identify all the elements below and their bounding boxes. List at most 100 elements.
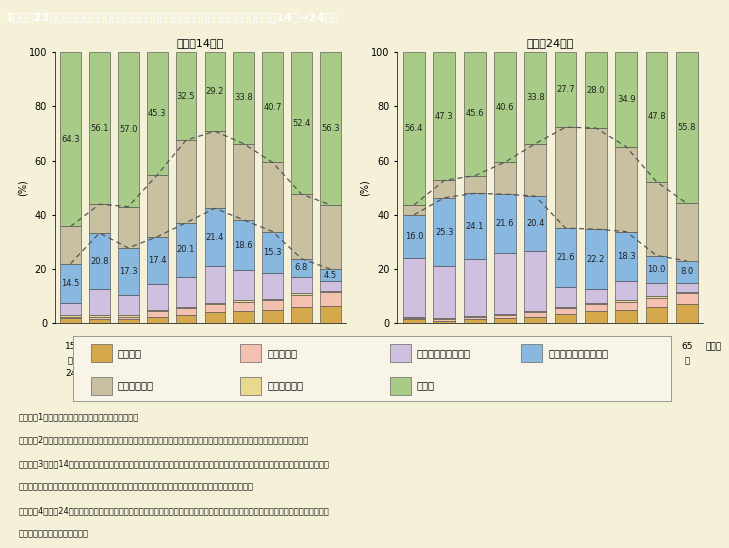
Bar <box>233 220 254 270</box>
Title: 〈平成24年〉: 〈平成24年〉 <box>527 38 574 49</box>
Bar <box>524 52 546 144</box>
Text: 40.7: 40.7 <box>263 103 282 112</box>
Bar <box>91 344 112 362</box>
Text: 〜: 〜 <box>654 356 659 365</box>
Bar <box>464 176 486 193</box>
Bar <box>676 261 698 283</box>
Text: 無業者: 無業者 <box>417 381 434 391</box>
Bar <box>433 319 455 321</box>
Text: 14.5: 14.5 <box>61 279 79 288</box>
Bar <box>205 132 225 208</box>
Text: 35: 35 <box>152 342 163 351</box>
Text: 22.2: 22.2 <box>587 255 605 264</box>
Text: 40.6: 40.6 <box>496 102 514 112</box>
Bar <box>233 300 254 301</box>
Bar <box>89 52 110 204</box>
Bar <box>320 269 340 281</box>
Text: 21.4: 21.4 <box>206 233 224 242</box>
Text: 59: 59 <box>620 369 632 379</box>
Text: 「正規の職員・従業員」、「パート」、「アルバイト」を減じることによって算出している。: 「正規の職員・従業員」、「パート」、「アルバイト」を減じることによって算出してい… <box>18 483 253 492</box>
Bar <box>403 319 425 323</box>
Bar <box>291 307 312 323</box>
Text: 〜: 〜 <box>563 356 568 365</box>
Bar <box>205 312 225 323</box>
Text: 15: 15 <box>408 342 420 351</box>
Text: 65: 65 <box>324 342 336 351</box>
Text: 33.8: 33.8 <box>526 93 545 102</box>
Bar <box>524 252 546 311</box>
Bar <box>390 344 410 362</box>
Bar <box>494 253 516 314</box>
Text: 20.1: 20.1 <box>177 246 195 254</box>
Bar <box>118 52 139 207</box>
Bar <box>291 294 312 295</box>
Text: 47.3: 47.3 <box>435 112 453 121</box>
Text: 17.3: 17.3 <box>119 267 138 276</box>
Text: 〜: 〜 <box>533 356 538 365</box>
Text: 17.4: 17.4 <box>148 256 166 265</box>
Text: 56.3: 56.3 <box>321 124 340 133</box>
Bar <box>61 315 81 317</box>
Text: 60: 60 <box>296 342 308 351</box>
Text: 49: 49 <box>560 369 572 379</box>
Bar <box>524 196 546 252</box>
Bar <box>205 304 225 312</box>
Bar <box>176 315 196 323</box>
Bar <box>291 194 312 259</box>
Bar <box>147 175 168 237</box>
Text: 非正規の職員・従業員: 非正規の職員・従業員 <box>548 349 608 358</box>
Text: 6.8: 6.8 <box>295 264 308 272</box>
Text: 〜: 〜 <box>184 356 189 365</box>
Text: 21.6: 21.6 <box>496 219 514 228</box>
Text: 49: 49 <box>209 369 221 379</box>
Bar <box>585 289 607 303</box>
Text: 10.0: 10.0 <box>647 265 666 273</box>
Bar <box>615 281 637 300</box>
Bar <box>147 52 168 175</box>
Bar <box>433 52 455 180</box>
Bar <box>676 52 698 203</box>
Bar <box>233 52 254 144</box>
Text: 45: 45 <box>209 342 221 351</box>
Text: 〜: 〜 <box>212 356 217 365</box>
Bar <box>262 52 283 162</box>
Text: 〜: 〜 <box>241 356 246 365</box>
Text: 〜: 〜 <box>126 356 130 365</box>
Text: （備考）1．総務省「就業構造基本調査」より作成。: （備考）1．総務省「就業構造基本調査」より作成。 <box>18 412 139 421</box>
Bar <box>89 317 110 319</box>
Text: 15.3: 15.3 <box>263 248 282 257</box>
Text: 65: 65 <box>681 342 693 351</box>
Text: 59: 59 <box>267 369 278 379</box>
Bar <box>403 317 425 318</box>
Bar <box>646 52 668 182</box>
Bar <box>676 304 698 323</box>
Bar <box>262 273 283 299</box>
Text: 18.6: 18.6 <box>235 241 253 250</box>
Text: 25.3: 25.3 <box>435 227 453 237</box>
Bar <box>615 147 637 232</box>
Text: 35: 35 <box>499 342 511 351</box>
Text: 18.3: 18.3 <box>617 252 636 261</box>
Text: 44: 44 <box>180 369 192 379</box>
Bar <box>205 303 225 304</box>
Bar <box>176 52 196 140</box>
Bar <box>464 193 486 259</box>
Text: 60: 60 <box>651 342 662 351</box>
Text: 34: 34 <box>122 369 134 379</box>
Text: 〜: 〜 <box>68 356 73 365</box>
Bar <box>433 321 455 323</box>
Bar <box>118 248 139 295</box>
Text: 〜: 〜 <box>97 356 102 365</box>
Text: 正規の職員・従業員: 正規の職員・従業員 <box>417 349 471 358</box>
Bar <box>291 277 312 294</box>
Bar <box>61 318 81 323</box>
Text: 52.4: 52.4 <box>292 118 311 128</box>
Text: 29: 29 <box>94 369 105 379</box>
Bar <box>521 344 542 362</box>
Bar <box>615 300 637 301</box>
Bar <box>676 294 698 304</box>
Bar <box>320 291 340 292</box>
Bar <box>147 284 168 310</box>
Text: 3．平成14年の「非正規の職員・従業員」は、「パート」及び「アルバイト」の合計。「その他の雇用者」は、「雇用者」から: 3．平成14年の「非正規の職員・従業員」は、「パート」及び「アルバイト」の合計。… <box>18 459 329 469</box>
Text: その他雇用者: その他雇用者 <box>117 381 154 391</box>
